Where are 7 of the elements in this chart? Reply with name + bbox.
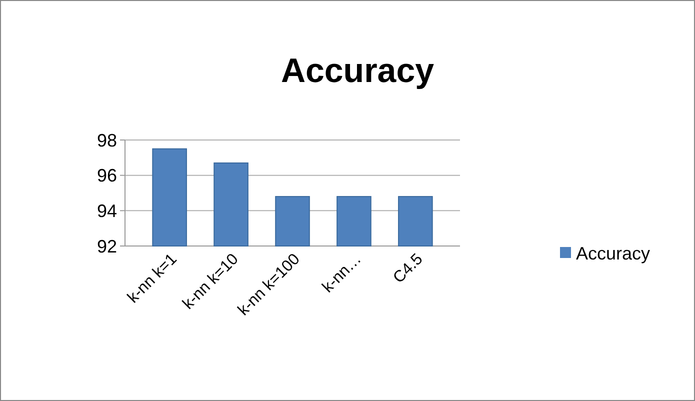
y-tick-label: 92 [96,236,117,256]
x-tick-label: k-nn k=1 [124,250,180,307]
legend-label: Accuracy [576,243,650,264]
y-tick-label: 98 [96,130,117,150]
y-tick-label: 94 [96,200,117,221]
chart-title: Accuracy [280,52,434,90]
y-tick-label: 96 [96,166,117,186]
